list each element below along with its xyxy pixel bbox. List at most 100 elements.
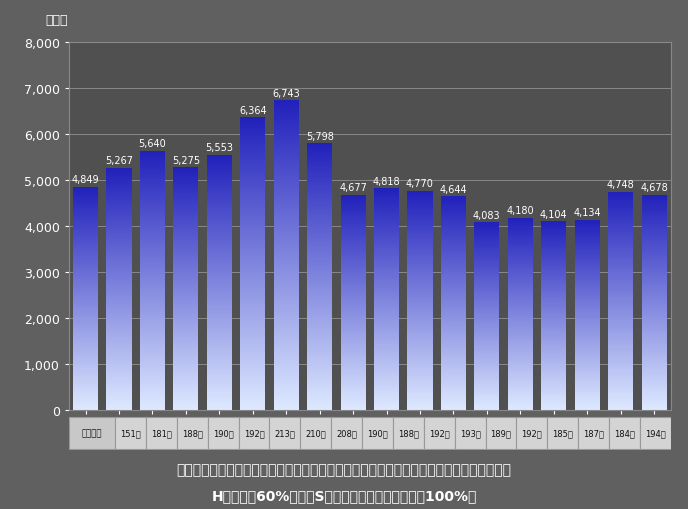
Bar: [441, 289, 466, 290]
Bar: [307, 228, 332, 229]
Bar: [608, 250, 633, 251]
Bar: [362, 417, 393, 449]
Bar: [641, 348, 667, 349]
Bar: [173, 251, 198, 252]
Bar: [240, 118, 266, 120]
Bar: [107, 300, 131, 301]
Bar: [173, 223, 198, 225]
Bar: [140, 274, 165, 275]
Bar: [374, 347, 399, 348]
Bar: [173, 200, 198, 201]
Bar: [608, 223, 633, 224]
Bar: [107, 357, 131, 358]
Bar: [107, 243, 131, 244]
Bar: [508, 377, 533, 378]
Bar: [73, 307, 98, 308]
Bar: [73, 272, 98, 273]
Bar: [407, 218, 433, 220]
Bar: [508, 359, 533, 360]
Bar: [173, 302, 198, 303]
Bar: [173, 261, 198, 262]
Bar: [107, 224, 131, 225]
Bar: [107, 296, 131, 298]
Bar: [240, 217, 266, 219]
Bar: [274, 338, 299, 340]
Bar: [641, 368, 667, 369]
Bar: [207, 382, 232, 383]
Bar: [341, 310, 365, 311]
Bar: [173, 206, 198, 207]
Bar: [274, 360, 299, 362]
Bar: [341, 322, 365, 323]
Bar: [508, 334, 533, 335]
Bar: [307, 333, 332, 334]
Bar: [508, 352, 533, 353]
Bar: [574, 250, 600, 251]
Bar: [107, 271, 131, 272]
Bar: [441, 394, 466, 395]
Bar: [641, 386, 667, 387]
Bar: [474, 395, 499, 397]
Bar: [441, 248, 466, 249]
Bar: [341, 224, 365, 225]
Bar: [307, 275, 332, 277]
Bar: [441, 342, 466, 343]
Bar: [274, 297, 299, 299]
Bar: [541, 385, 566, 386]
Bar: [508, 315, 533, 316]
Bar: [173, 215, 198, 216]
Bar: [407, 299, 433, 300]
Bar: [574, 316, 600, 317]
Bar: [341, 367, 365, 368]
Bar: [207, 205, 232, 206]
Bar: [374, 220, 399, 221]
Bar: [240, 265, 266, 267]
Bar: [240, 159, 266, 160]
Bar: [407, 289, 433, 290]
Bar: [374, 231, 399, 232]
Bar: [407, 342, 433, 343]
Bar: [107, 387, 131, 388]
Bar: [307, 266, 332, 268]
Bar: [107, 295, 131, 296]
Bar: [574, 398, 600, 399]
Bar: [140, 163, 165, 164]
Bar: [374, 344, 399, 345]
Bar: [207, 282, 232, 284]
Bar: [441, 354, 466, 355]
Bar: [641, 377, 667, 378]
Bar: [107, 302, 131, 303]
Bar: [574, 298, 600, 299]
Bar: [274, 353, 299, 354]
Bar: [307, 153, 332, 155]
Bar: [140, 239, 165, 241]
Bar: [207, 321, 232, 322]
Bar: [541, 334, 566, 335]
Bar: [441, 358, 466, 359]
Bar: [307, 388, 332, 390]
Bar: [341, 252, 365, 253]
Bar: [307, 407, 332, 408]
Bar: [307, 378, 332, 379]
Bar: [608, 248, 633, 249]
Bar: [73, 363, 98, 364]
Bar: [274, 189, 299, 190]
Text: 151人: 151人: [120, 429, 141, 438]
Bar: [574, 356, 600, 357]
Bar: [173, 366, 198, 367]
Bar: [374, 286, 399, 287]
Bar: [173, 401, 198, 403]
Bar: [608, 344, 633, 345]
Bar: [107, 348, 131, 349]
Bar: [107, 173, 131, 175]
Bar: [207, 234, 232, 236]
Bar: [140, 242, 165, 243]
Bar: [341, 399, 365, 400]
Bar: [574, 257, 600, 258]
Bar: [173, 374, 198, 375]
Bar: [508, 232, 533, 233]
Bar: [73, 233, 98, 234]
Bar: [641, 282, 667, 284]
Bar: [541, 383, 566, 384]
Bar: [240, 156, 266, 158]
